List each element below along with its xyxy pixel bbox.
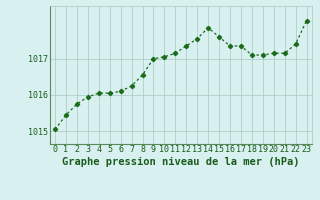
X-axis label: Graphe pression niveau de la mer (hPa): Graphe pression niveau de la mer (hPa)	[62, 157, 300, 167]
